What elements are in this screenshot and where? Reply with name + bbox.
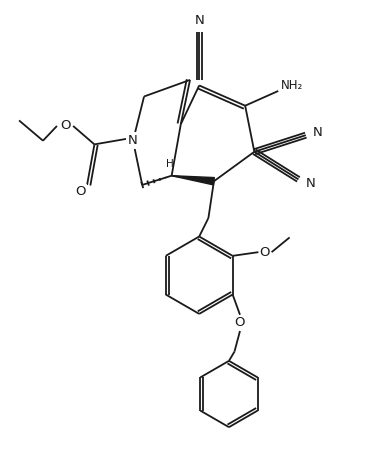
Text: N: N: [128, 134, 138, 147]
Text: O: O: [75, 185, 86, 198]
Text: N: N: [194, 15, 204, 27]
Text: N: N: [313, 126, 323, 139]
Text: N: N: [306, 176, 315, 190]
Text: H: H: [166, 159, 174, 169]
Text: O: O: [235, 316, 245, 329]
Text: O: O: [60, 120, 70, 132]
Polygon shape: [172, 175, 214, 185]
Text: O: O: [260, 245, 270, 259]
Text: NH₂: NH₂: [281, 79, 303, 92]
